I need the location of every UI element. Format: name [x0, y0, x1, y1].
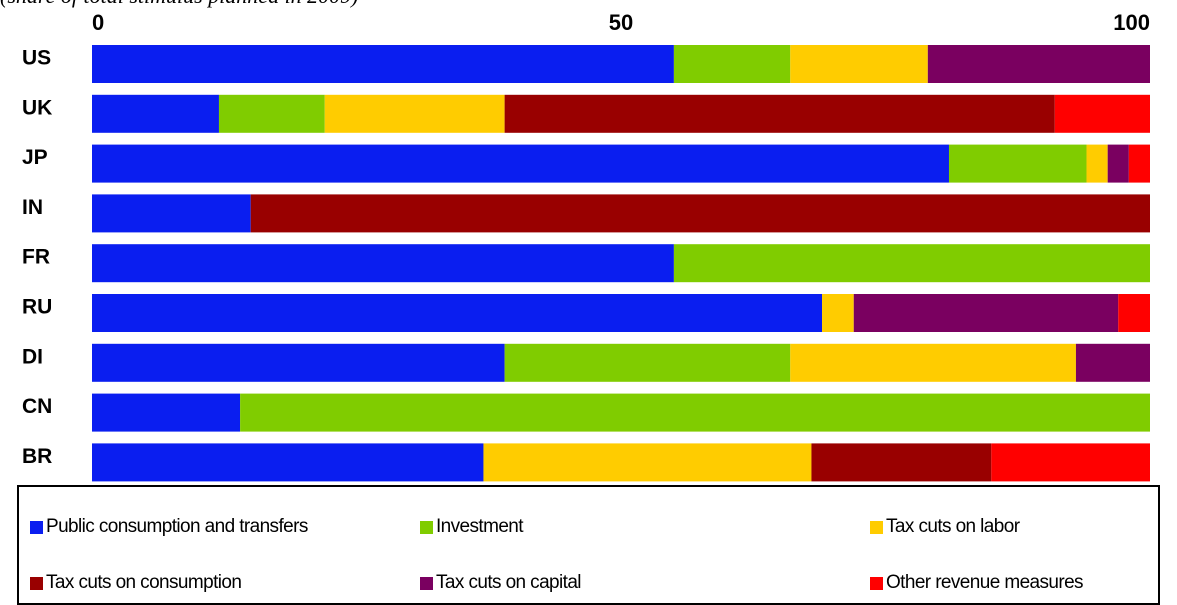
bar-segment	[927, 45, 1150, 83]
bar-segment	[811, 443, 992, 482]
legend-label: Public consumption and transfers	[46, 516, 308, 537]
bar-segment	[1128, 144, 1150, 183]
bar-segment	[1118, 294, 1150, 332]
bar-segment	[1107, 144, 1129, 183]
legend-swatch	[870, 521, 883, 534]
bar-segment	[504, 94, 1055, 133]
chart-subtitle: (share of total stimulus planned in 2009…	[0, 0, 359, 8]
bar-segment	[250, 194, 1150, 233]
x-tick-label: 50	[609, 10, 633, 35]
x-tick-label: 100	[1113, 10, 1150, 35]
bar-segment	[673, 45, 791, 83]
category-label: FR	[22, 246, 50, 269]
bar-segment	[948, 144, 1087, 183]
bar-segment	[1086, 144, 1108, 183]
legend-swatch	[420, 577, 433, 590]
legend-box	[17, 485, 1160, 605]
category-label: UK	[22, 96, 52, 119]
bar-segment	[673, 244, 1150, 283]
bar-segment	[822, 294, 854, 332]
legend-swatch	[30, 577, 43, 590]
bar-segment	[991, 443, 1150, 482]
bar-segment	[1054, 94, 1150, 133]
category-label: BR	[22, 445, 52, 468]
x-tick-label: 0	[92, 10, 104, 35]
bar-segment	[92, 144, 949, 183]
legend-swatch	[30, 521, 43, 534]
bar-segment	[92, 343, 505, 382]
category-label: CN	[22, 395, 52, 418]
bar-segment	[92, 45, 674, 83]
category-label: US	[22, 47, 51, 70]
category-label: RU	[22, 296, 52, 319]
bar-segment	[92, 194, 251, 233]
bar-segment	[240, 393, 1150, 432]
legend-label: Tax cuts on labor	[886, 516, 1021, 537]
category-label: DI	[22, 345, 43, 368]
legend-swatch	[870, 577, 883, 590]
legend-label: Investment	[436, 516, 524, 537]
bar-segment	[92, 244, 674, 283]
bar-segment	[92, 393, 241, 432]
legend-swatch	[420, 521, 433, 534]
bar-segment	[324, 94, 505, 133]
legend-label: Other revenue measures	[886, 572, 1083, 593]
legend-label: Tax cuts on capital	[436, 572, 581, 593]
bar-segment	[790, 343, 1076, 382]
legend-label: Tax cuts on consumption	[46, 572, 241, 593]
bar-segment	[504, 343, 791, 382]
bar-segment	[853, 294, 1119, 332]
bar-segment	[92, 443, 484, 482]
bar-segment	[790, 45, 928, 83]
category-label: IN	[22, 196, 43, 219]
bar-segment	[1075, 343, 1150, 382]
category-label: JP	[22, 146, 48, 169]
bar-segment	[92, 294, 823, 332]
bar-segment	[483, 443, 812, 482]
bar-segment	[218, 94, 325, 133]
bar-segment	[92, 94, 219, 133]
